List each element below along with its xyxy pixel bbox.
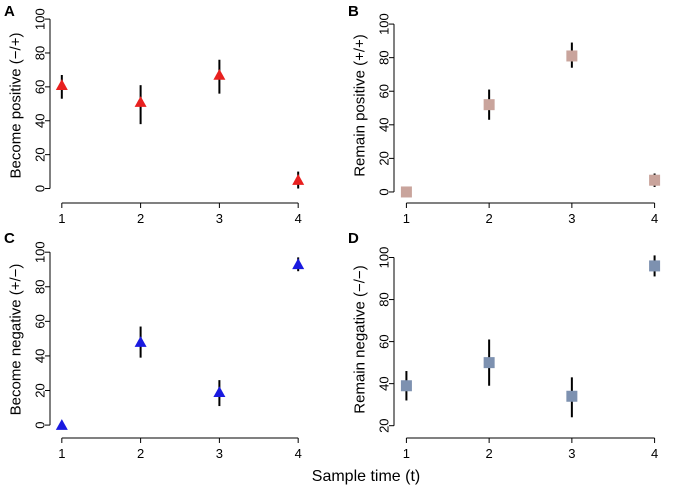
x-tick-label: 3	[216, 211, 223, 226]
y-tick-label: 40	[377, 118, 392, 132]
panel-a: A 0 20 40 60 80 100 1 2 3 4 Become positive (−/+)	[4, 3, 305, 226]
x-tick-label: 3	[216, 446, 223, 461]
y-axis-label-d: Remain negative (−/−)	[352, 265, 369, 413]
data-point	[55, 79, 68, 90]
x-tick-label: 1	[403, 446, 410, 461]
x-tick-label: 3	[568, 446, 575, 461]
y-axis-label-a: Become positive (−/+)	[8, 33, 25, 179]
x-axis-label: Sample time (t)	[312, 468, 420, 485]
y-tick-label: 20	[33, 147, 48, 161]
data-point	[566, 50, 578, 62]
data-point	[483, 357, 495, 369]
y-tick-label: 60	[33, 80, 48, 94]
data-point	[400, 186, 412, 198]
x-tick-label: 1	[58, 446, 65, 461]
y-tick-label: 60	[377, 334, 392, 348]
x-tick-label: 4	[651, 446, 658, 461]
panel-letter-b: B	[348, 3, 359, 20]
y-tick-label: 80	[377, 292, 392, 306]
panel-letter-c: C	[4, 230, 15, 247]
x-tick-label: 1	[403, 211, 410, 226]
data-point	[400, 380, 412, 392]
y-tick-label: 80	[377, 50, 392, 64]
x-tick-label: 1	[58, 211, 65, 226]
data-point	[134, 96, 147, 107]
x-tick-label: 2	[137, 211, 144, 226]
data-point	[292, 174, 305, 185]
data-point	[566, 390, 578, 402]
y-axis-label-c: Become negative (+/−)	[8, 264, 25, 416]
x-tick-label: 2	[486, 211, 493, 226]
y-tick-label: 80	[33, 280, 48, 294]
y-axis-label-b: Remain positive (+/+)	[352, 34, 369, 177]
panel-letter-a: A	[4, 3, 15, 20]
y-tick-label: 40	[377, 376, 392, 390]
data-point	[134, 336, 147, 347]
data-point	[483, 99, 495, 111]
y-tick-label: 20	[377, 151, 392, 165]
data-point	[649, 260, 661, 272]
panel-letter-d: D	[348, 230, 359, 247]
panel-b: B 0 20 40 60 80 100 1 2 3 4 Remain positive (+/+)	[348, 3, 661, 226]
x-tick-label: 4	[295, 211, 302, 226]
y-tick-label: 100	[33, 8, 48, 30]
y-tick-label: 20	[33, 383, 48, 397]
y-tick-label: 80	[33, 46, 48, 60]
panel-d: D 20 40 60 80 100 1 2 3 4 Remain negative (−/−)	[348, 230, 661, 461]
data-point	[213, 69, 226, 80]
y-tick-label: 100	[33, 241, 48, 263]
data-point	[649, 174, 661, 186]
y-tick-label: 60	[377, 84, 392, 98]
data-point	[292, 258, 305, 270]
x-tick-label: 4	[651, 211, 658, 226]
y-tick-label: 100	[377, 247, 392, 269]
panel-c: C 0 20 40 60 80 100 1 2 3 4 Become negative (+/−)	[4, 230, 305, 461]
y-tick-label: 20	[377, 418, 392, 432]
y-tick-label: 40	[33, 349, 48, 363]
y-tick-label: 100	[377, 13, 392, 35]
y-tick-label: 0	[377, 188, 392, 195]
x-tick-label: 3	[568, 211, 575, 226]
x-tick-label: 2	[137, 446, 144, 461]
y-tick-label: 60	[33, 314, 48, 328]
y-tick-label: 0	[33, 421, 48, 428]
y-tick-label: 0	[33, 185, 48, 192]
x-tick-label: 2	[486, 446, 493, 461]
y-tick-label: 40	[33, 114, 48, 128]
x-tick-label: 4	[295, 446, 302, 461]
data-point	[55, 419, 68, 430]
data-point	[213, 386, 226, 398]
